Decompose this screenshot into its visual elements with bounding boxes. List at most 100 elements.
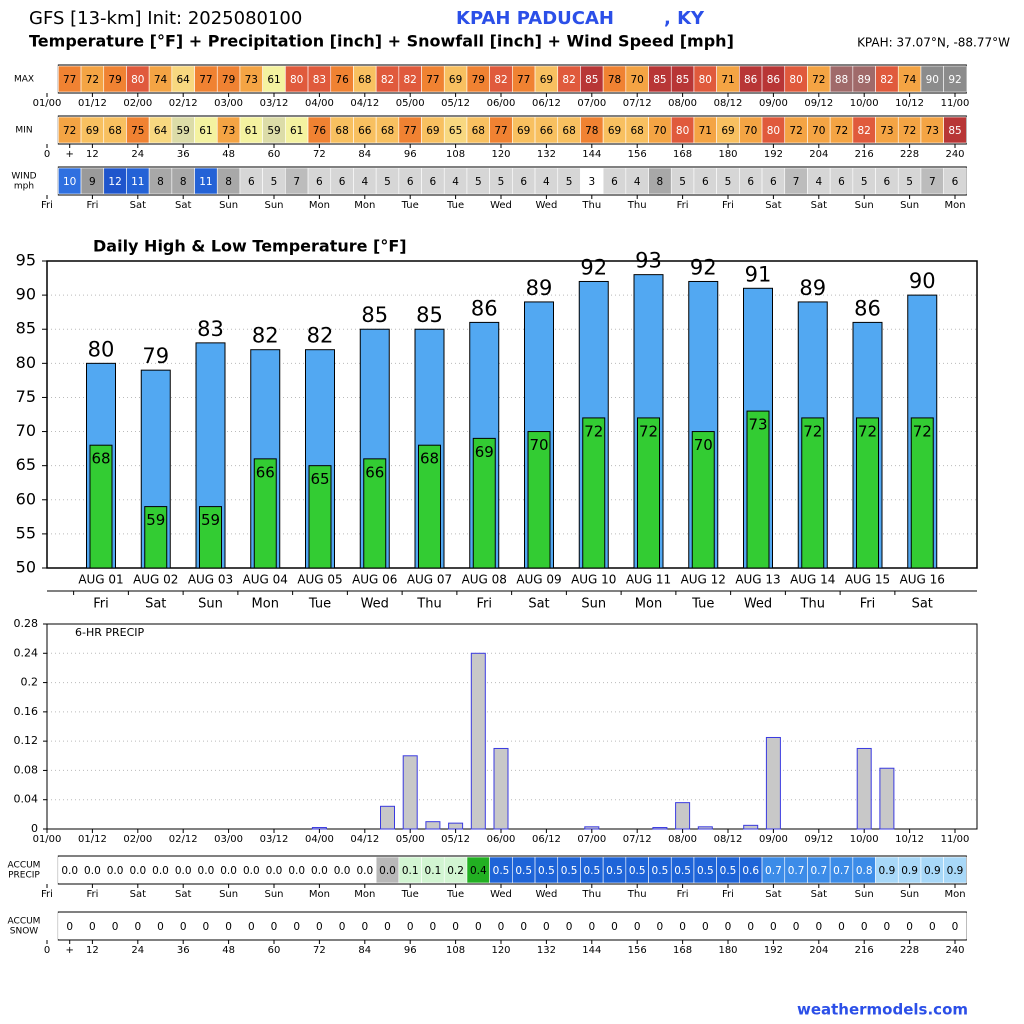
row-label: WIND [11,172,36,182]
cell-label: 74 [903,74,917,86]
cell-label: 6 [747,176,754,188]
cell-label: 80 [699,74,712,86]
cell-label: 6 [838,176,845,188]
x-tick-label: Sun [219,889,238,900]
x-tick-label: AUG 10 [571,573,616,587]
x-tick-label: 10/00 [850,98,879,109]
cell-label: 4 [634,176,641,188]
cell-label: 8 [225,176,232,188]
row-label: SNOW [10,927,39,937]
x-tick-label: 24 [131,945,144,956]
bar [89,444,113,569]
x-tick-label: 132 [537,945,556,956]
x-tick-label: AUG 15 [845,573,890,587]
cell-label: 0.1 [425,865,442,877]
cell-label: 82 [494,74,507,86]
x-tick-label: 02/00 [123,834,152,845]
cell-label: 8 [657,176,664,188]
x-tick-label: 12 [86,149,99,160]
cell-label: 0 [157,921,164,933]
bar [144,506,168,569]
x-tick-label: Sun [900,889,919,900]
cell-label: 68 [381,125,394,137]
x-tick-label: Tue [446,200,464,211]
x-tick-label: 144 [582,945,601,956]
x-tick-label: Fri [722,200,734,211]
cell-label: 0.9 [901,865,918,877]
cell-label: 85 [676,74,689,86]
x-tick-label: 05/12 [441,98,470,109]
x-tick-label: Thu [627,200,647,211]
x-tick-label: AUG 16 [900,573,945,587]
cell-label: 7 [793,176,800,188]
cell-label: 76 [335,74,349,86]
x-tick-label: 240 [945,149,964,160]
cell-label: 0.0 [198,865,215,877]
cell-label: 11 [131,176,144,188]
cell-label: 0.0 [152,865,169,877]
x-tick-label: 11/00 [941,834,970,845]
cell-label: 0 [702,921,709,933]
cell-label: 0 [430,921,437,933]
cell-label: 71 [699,125,712,137]
x-tick-label: 08/12 [714,834,743,845]
cell-label: 7 [929,176,936,188]
title: GFS [13-km] Init: 2025080100 [29,8,302,29]
cell-label: 6 [316,176,323,188]
value-label: 68 [420,450,439,468]
x-tick-label: Fri [677,200,689,211]
cell-label: 0 [657,921,664,933]
y-tick-label: 0.16 [14,705,39,718]
cell-label: 85 [585,74,598,86]
bar [584,826,600,830]
x-tick-label: 84 [358,945,371,956]
cell-label: 0.0 [129,865,146,877]
x-tick-label: Fri [677,889,689,900]
cell-label: 69 [426,125,439,137]
cell-label: 77 [494,125,507,137]
bar [765,736,781,830]
x-tick-label: 03/00 [214,98,243,109]
value-label: 70 [694,436,713,454]
value-label: 80 [88,337,115,361]
bar [402,755,418,830]
cell-label: 6 [407,176,414,188]
cell-label: 69 [517,125,530,137]
x-tick-label: 07/12 [623,98,652,109]
x-tick-label: AUG 07 [407,573,452,587]
cell-label: 8 [180,176,187,188]
cell-label: 0.0 [243,865,260,877]
cell-label: 89 [858,74,871,86]
cell-label: 0 [543,921,550,933]
cell-label: 66 [358,125,372,137]
bar [448,822,464,830]
x-tick-label: Sat [765,889,781,900]
bar [801,417,825,569]
x-tick-label: 04/00 [305,98,334,109]
cell-label: 64 [177,74,191,86]
bar [418,444,441,569]
x-tick-label: 132 [537,149,556,160]
y-tick-label: 65 [16,455,36,474]
x-tick-label: Fri [722,889,734,900]
weekday-label: Tue [308,597,331,612]
cell-label: 65 [449,125,462,137]
cell-label: 78 [608,74,621,86]
x-tick-label: 12 [86,945,99,956]
x-tick-label: 09/12 [804,98,833,109]
cell-label: 0.2 [447,865,464,877]
cell-label: 0.0 [61,865,78,877]
y-tick-label: 0.12 [14,734,39,747]
cell-label: 0.0 [84,865,101,877]
cell-label: 0 [861,921,868,933]
bar [311,827,327,830]
x-tick-label: 108 [446,149,465,160]
weekday-label: Wed [361,597,389,612]
cell [943,65,967,93]
x-tick-label: AUG 06 [352,573,397,587]
x-tick-label: 96 [404,149,417,160]
cell-label: 74 [154,74,168,86]
x-tick-label: 07/00 [577,98,606,109]
x-tick-label: AUG 03 [188,573,233,587]
cell-label: 70 [653,125,666,137]
